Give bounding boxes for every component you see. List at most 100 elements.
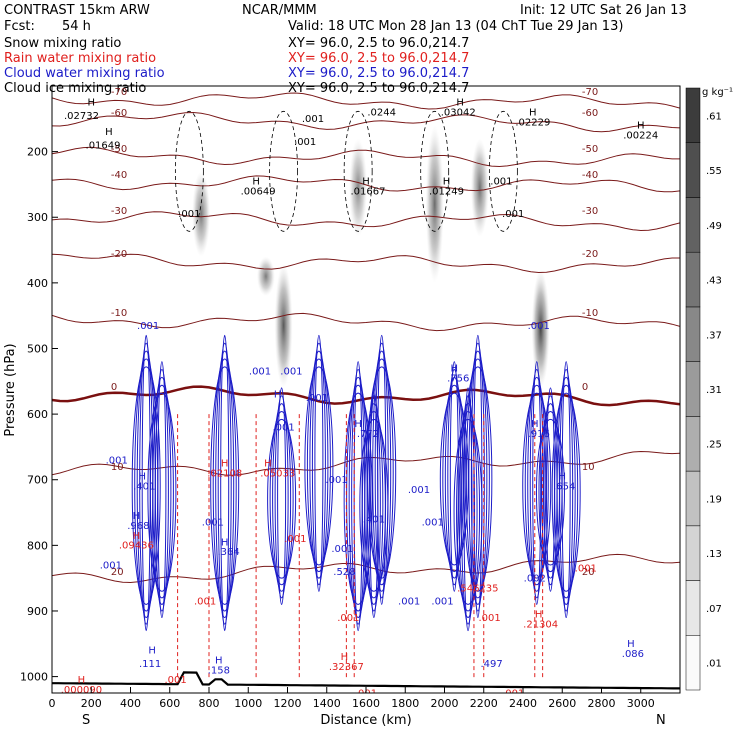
cloud-water-contour [449,361,459,592]
legend-rain: Rain water mixing ratio [4,51,156,66]
cloud-water-contour [267,418,297,579]
contour-label: H [148,646,156,657]
contour-label: .001 [178,209,200,220]
contour-label: H [354,419,362,430]
contour-label: H [221,537,229,548]
contour-label: .32367 [329,662,364,673]
colorbar-tick-label: .25 [706,440,722,451]
valid-time: Valid: 18 UTC Mon 28 Jan 13 (04 ChT Tue … [288,19,623,34]
contour-label: .001 [398,596,420,607]
cloud-water-contour [304,366,334,566]
colorbar-segment [685,580,701,636]
cloud-water-contour [269,410,294,586]
snow-contour [174,110,204,232]
contour-label: .916 [528,429,550,440]
contour-label: .364 [217,547,239,558]
contour-label: .111 [139,659,161,670]
contour-label: .001 [528,321,550,332]
cloud-ice-column [256,256,275,296]
x-tick-label: 1800 [391,697,419,710]
colorbar: .01 .07 .13 .19 .25 .31 .37 .43 .49 .55 .61 [685,87,722,691]
cloud-ice-column [192,171,211,257]
colorbar-segment [685,470,701,527]
cloud-water-contour [561,361,571,619]
cloud-water-contour [314,334,324,592]
cloud-water-contour [157,361,167,619]
contour-label: .401 [363,514,385,525]
cloud-water-contour [212,358,237,612]
x-tick-label: 1600 [352,697,380,710]
south-label: S [82,713,90,728]
contour-label: .001 [575,564,597,575]
axes: 0 200 400 600 800 1000 1200 1400 1600 1800 2000 220… [20,146,655,710]
x-axis-title: Distance (km) [320,713,411,728]
contour-label: .001 [294,137,316,148]
cloud-water-contour [149,384,174,599]
y-tick-label: 900 [27,605,48,618]
contour-label: .001 [325,475,347,486]
contour-label: H [627,639,635,650]
isotherm-label: -60 [111,108,127,119]
contour-label: .001 [502,209,524,220]
isotherm-label: -40 [582,170,598,181]
y-tick-label: 500 [27,342,48,355]
forecast-hours: 54 h [62,19,91,34]
center-label: NCAR/MMM [242,3,317,18]
contour-label: .001 [100,560,122,571]
cloud-water-contour [529,368,544,599]
colorbar-tick-label: .43 [706,276,722,287]
cloud-water-contour [210,366,240,605]
contour-label: .401 [133,482,155,493]
contour-label: H [637,121,645,132]
contour-label: .546235 [457,583,498,594]
contour-label: .0244 [367,108,396,119]
cloud-water-contour [272,403,292,592]
x-tick-label: 200 [81,697,102,710]
contour-label: H [139,472,147,483]
cloud-water-contour [353,361,363,632]
contour-label: .654 [553,482,575,493]
contour-label: H [443,176,451,187]
y-axis-title: Pressure (hPa) [3,343,18,436]
isotherm-label: -70 [582,87,598,98]
contour-label: .001 [202,518,224,529]
contour-label: .01667 [350,186,385,197]
isotherm-line [52,253,680,274]
contour-label: .001 [280,367,302,378]
cloud-water-contour [220,334,230,632]
cloud-water-contour [556,376,576,605]
isotherm-label: -20 [582,249,598,260]
contour-label: H [78,675,86,686]
colorbar-segment [685,142,701,198]
y-tick-label: 300 [27,211,48,224]
colorbar-tick-label: .55 [706,166,722,177]
legend-rain-xy: XY= 96.0, 2.5 to 96.0,214.7 [288,51,469,66]
contour-label: .01649 [86,140,121,151]
cloud-water-contour [559,368,574,612]
cloud-ice-column [274,263,293,388]
x-tick-label: 800 [199,697,220,710]
contour-label: .001 [302,114,324,125]
contour-label: H [456,98,464,109]
legend-cloud-ice: Cloud ice mixing ratio [4,81,146,96]
contour-label: .001 [284,534,306,545]
isotherm-label: -50 [582,144,598,155]
cloud-water-contour [439,392,469,566]
x-tick-label: 0 [49,697,56,710]
cloud-water-contour [372,350,392,592]
cloud-water-contour [374,342,389,599]
y-tick-label: 600 [27,408,48,421]
contour-label: H [252,176,260,187]
contour-label: .001 [249,367,271,378]
cloud-water-contour [377,334,387,605]
snow-contour [488,110,518,232]
colorbar-segment [685,635,701,691]
contour-label: .001 [479,613,501,624]
isotherm-label: -10 [582,308,598,319]
contour-label: .001 [272,423,294,434]
contour-label: .001 [165,675,187,686]
colorbar-tick-label: .07 [706,604,722,615]
y-tick-label: 200 [27,146,48,159]
cloud-ice-column [470,138,489,237]
